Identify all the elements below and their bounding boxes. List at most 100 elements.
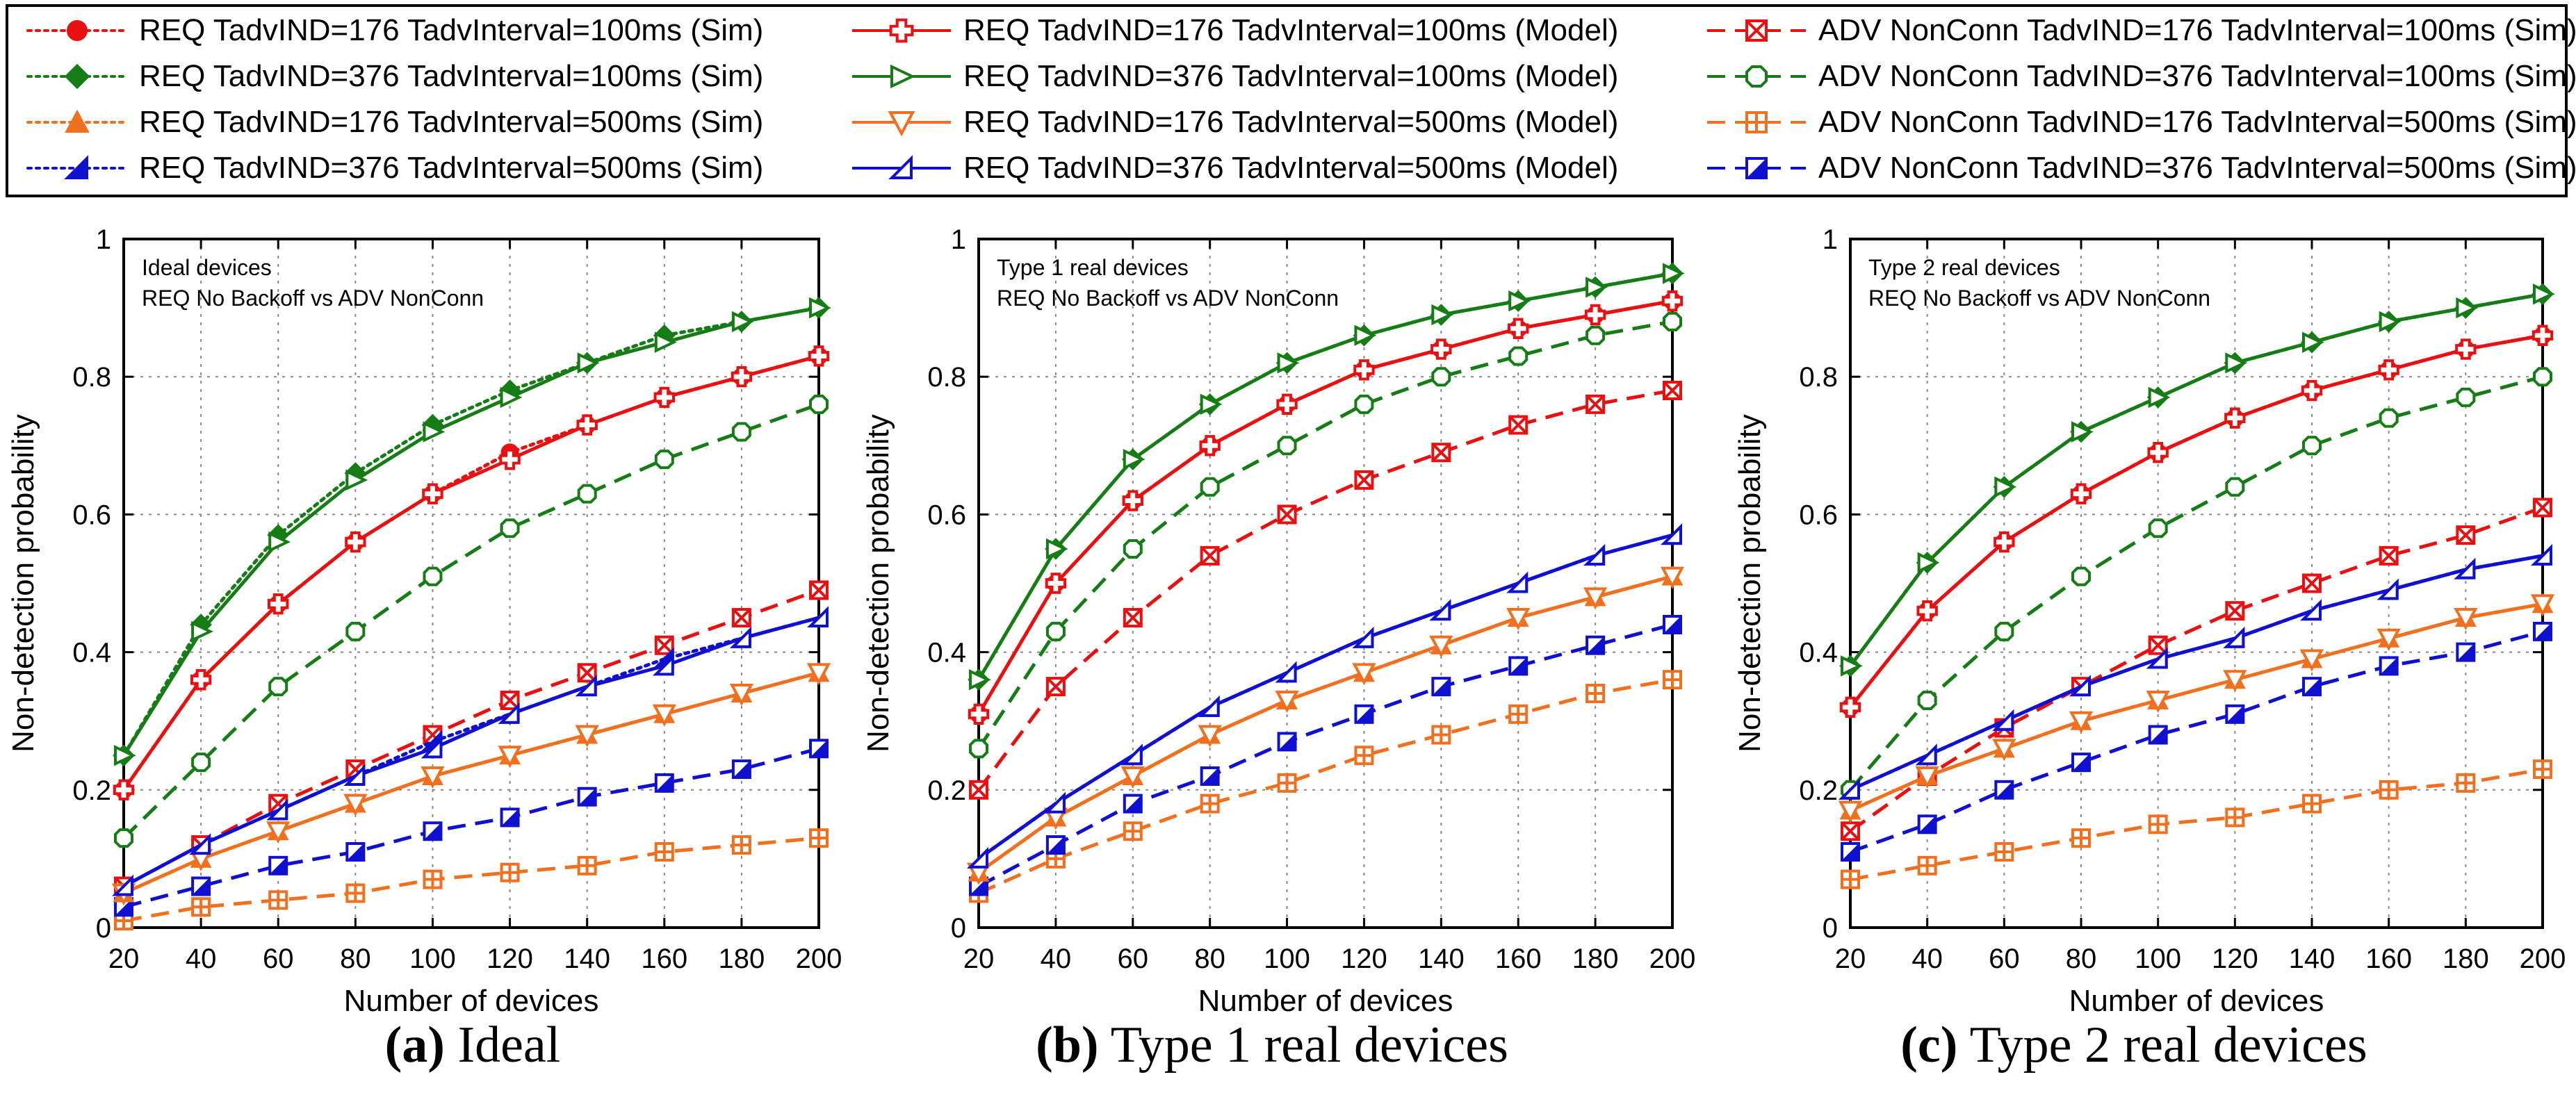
data-point (809, 394, 829, 414)
series (1839, 324, 2554, 718)
legend-item: ADV NonConn TadvIND=176 TadvInterval=100… (1704, 13, 2576, 49)
data-point (1583, 544, 1606, 566)
data-point (1994, 621, 2014, 641)
series (969, 381, 1682, 800)
series-line (123, 836, 820, 923)
data-point (1200, 393, 1223, 416)
series (1841, 621, 2552, 862)
data-point (2456, 642, 2476, 662)
data-point (498, 702, 520, 724)
data-point (2225, 601, 2245, 621)
legend-item: REQ TadvIND=376 TadvInterval=100ms (Sim) (25, 58, 763, 94)
x-tick-label: 160 (1495, 944, 1542, 974)
data-point (1508, 415, 1529, 435)
series-line (977, 575, 1674, 875)
data-point (1841, 821, 1860, 841)
data-point (809, 580, 829, 600)
series-line (122, 671, 820, 895)
y-tick-label: 0.8 (1799, 362, 1838, 393)
data-point (2071, 753, 2091, 773)
data-point (1123, 608, 1143, 628)
legend-marker (1745, 111, 1768, 133)
data-point (114, 745, 136, 766)
chart-panel-b: 20 40 60 80 100 120 140 160 180 200 0 0.2 0.4 0.6 0.8 1… (861, 224, 1695, 1018)
plot-annotation: Type 1 real devices (997, 255, 1189, 280)
x-tick-label: 160 (2365, 944, 2412, 974)
series (969, 614, 1682, 896)
data-point (1200, 545, 1220, 566)
data-point (731, 608, 751, 628)
series-line (977, 272, 1674, 682)
data-point (421, 737, 443, 759)
data-point (1508, 346, 1529, 366)
legend-marker (64, 63, 90, 90)
series-line (977, 677, 1673, 895)
x-tick-label: 120 (487, 944, 533, 974)
data-point (2069, 675, 2091, 697)
data-point (729, 684, 754, 707)
series (114, 739, 829, 917)
series (968, 290, 1684, 725)
data-point (731, 366, 753, 388)
legend-label: REQ TadvIND=376 TadvInterval=500ms (Sim) (139, 151, 764, 185)
data-point (1508, 318, 1529, 340)
data-point (1506, 608, 1531, 631)
legend-label: ADV NonConn TadvIND=376 TadvInterval=100… (1818, 59, 2576, 93)
y-tick-label: 0.4 (72, 638, 111, 668)
series (114, 297, 831, 766)
caption-text: Ideal (444, 1017, 561, 1074)
data-point (1277, 504, 1297, 525)
data-point (2530, 594, 2555, 617)
data-point (1044, 791, 1066, 814)
data-point (112, 874, 133, 896)
legend-item: REQ TadvIND=376 TadvInterval=500ms (Sim) (25, 150, 763, 186)
data-point (2223, 626, 2245, 648)
series-line (122, 354, 820, 791)
data-point (498, 746, 522, 768)
data-point (1585, 394, 1606, 414)
data-point (577, 352, 600, 374)
legend-marker (888, 155, 913, 179)
data-point (1915, 743, 1937, 766)
data-point (189, 833, 211, 855)
data-point (1045, 573, 1067, 594)
legend-item: REQ TadvIND=176 TadvInterval=100ms (Sim) (25, 13, 763, 49)
y-tick-label: 1 (1823, 224, 1838, 255)
data-point (731, 835, 751, 855)
x-tick-label: 60 (1989, 944, 2020, 974)
data-point (1354, 394, 1374, 414)
series (112, 606, 829, 896)
data-point (1123, 538, 1143, 559)
x-tick-label: 140 (564, 944, 610, 974)
data-point (2071, 421, 2094, 443)
data-point (2302, 436, 2322, 456)
series-line (977, 623, 1673, 888)
series (1839, 544, 2552, 800)
data-point (500, 862, 520, 882)
x-axis-label: Number of devices (2069, 984, 2324, 1018)
y-tick-label: 0.8 (72, 362, 111, 393)
series (1841, 497, 2552, 841)
data-point (2456, 773, 2476, 793)
x-tick-label: 20 (1835, 944, 1866, 974)
data-point (654, 841, 674, 862)
data-point (1354, 470, 1374, 490)
y-axis-label: Non-detection probability (6, 414, 40, 753)
series-line (977, 388, 1673, 791)
series-line (1849, 506, 2543, 833)
caption-letter: (c) (1900, 1017, 1958, 1074)
data-point (1585, 684, 1606, 704)
caption-a: (a) Ideal (292, 1016, 653, 1075)
data-point (654, 450, 674, 470)
data-point (2379, 311, 2402, 333)
data-point (2147, 442, 2169, 463)
plot-frame (122, 238, 820, 929)
x-tick-label: 200 (1649, 944, 1696, 974)
data-point (500, 690, 520, 710)
data-point (2454, 557, 2476, 579)
data-point (808, 345, 830, 367)
data-point (423, 566, 443, 586)
data-point (2533, 367, 2552, 387)
series-line (977, 533, 1673, 860)
data-point (1839, 778, 1860, 800)
